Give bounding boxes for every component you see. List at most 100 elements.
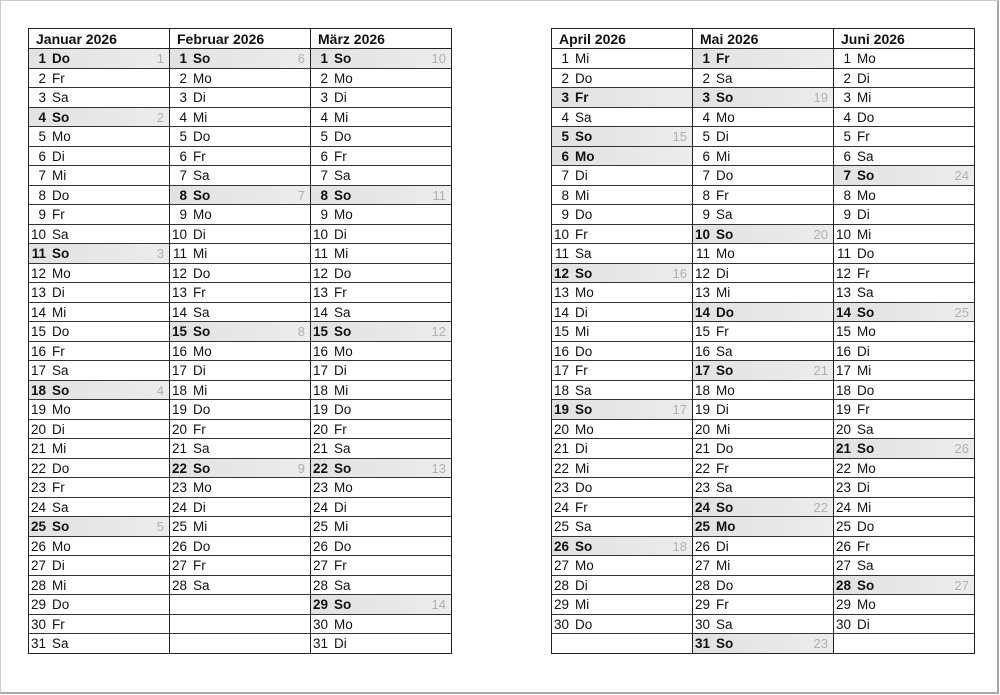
day-row: 27 Mi <box>693 556 833 576</box>
day-number: 21 <box>694 441 710 456</box>
day-row: 6 Fr <box>170 147 310 166</box>
weekday: Di <box>193 90 206 105</box>
day-row: 22 So 9 <box>170 458 310 478</box>
day-row: 27 Fr <box>311 556 451 576</box>
day-number: 28 <box>171 577 187 593</box>
day-row: 11 So 3 <box>29 244 169 264</box>
weekday: Do <box>334 402 352 417</box>
day-row: 28 Sa <box>170 576 310 595</box>
day-number: 28 <box>835 577 851 593</box>
day-number: 1 <box>561 51 569 66</box>
day-number: 24 <box>694 499 710 515</box>
day-number: 10 <box>30 226 46 242</box>
day-number: 10 <box>171 226 187 242</box>
weekday: So <box>857 168 875 183</box>
day-number: 12 <box>30 265 46 281</box>
weekday: Do <box>716 168 734 183</box>
day-number: 18 <box>171 382 187 398</box>
day-number: 20 <box>171 421 187 437</box>
day-row: 18 Do <box>834 381 974 400</box>
day-row: 9 Fr <box>29 205 169 225</box>
day-number: 15 <box>553 324 569 339</box>
day-number: 1 <box>702 51 710 66</box>
empty-row <box>552 634 692 653</box>
day-row: 24 Di <box>170 498 310 517</box>
day-row: 17 Di <box>170 361 310 381</box>
weekday: Mo <box>716 109 735 125</box>
weekday: Mi <box>334 519 349 534</box>
day-row: 22 So 13 <box>311 458 451 478</box>
day-row: 23 Sa <box>693 478 833 498</box>
day-number: 9 <box>702 207 710 222</box>
day-number: 19 <box>835 402 851 417</box>
day-number: 29 <box>30 597 46 612</box>
weekday: Do <box>857 246 875 261</box>
weekday: Di <box>52 148 65 164</box>
day-row: 13 Mo <box>552 283 692 303</box>
day-number: 3 <box>38 90 46 105</box>
day-row: 31 So 23 <box>693 634 833 653</box>
day-row: 6 Mi <box>693 147 833 166</box>
weekday: Do <box>857 382 875 398</box>
weekday: Mo <box>716 246 735 261</box>
day-row: 13 Mi <box>693 283 833 303</box>
day-number: 27 <box>835 558 851 573</box>
weekday: Mo <box>575 285 594 300</box>
day-row: 2 Mo <box>170 69 310 88</box>
weekday: Sa <box>575 382 592 398</box>
day-row: 25 So 5 <box>29 517 169 537</box>
day-row: 25 Mo <box>693 517 833 537</box>
weekday: Mo <box>716 519 736 534</box>
day-number: 5 <box>38 129 46 144</box>
weekday: Do <box>334 265 352 281</box>
empty-row <box>170 615 310 634</box>
day-number: 21 <box>312 441 328 456</box>
day-number: 4 <box>561 109 569 125</box>
weekday: Di <box>575 304 588 320</box>
day-row: 1 Fr <box>693 49 833 69</box>
day-number: 16 <box>835 343 851 359</box>
day-row: 27 Mo <box>552 556 692 576</box>
day-row: 18 Mi <box>170 381 310 400</box>
day-number: 11 <box>313 246 328 261</box>
day-row: 2 Fr <box>29 69 169 88</box>
weekday: Mo <box>334 480 353 495</box>
day-number: 11 <box>172 246 187 261</box>
weekday: So <box>716 90 734 105</box>
weekday: Fr <box>52 616 65 632</box>
day-number: 26 <box>694 538 710 554</box>
week-number: 24 <box>954 168 969 183</box>
day-row: 17 Fr <box>552 361 692 381</box>
weekday: Mi <box>716 285 731 300</box>
weekday: Mo <box>334 70 353 86</box>
day-row: 30 Fr <box>29 615 169 634</box>
weekday: Mi <box>575 460 590 476</box>
day-row: 29 Fr <box>693 595 833 615</box>
day-number: 26 <box>30 538 46 554</box>
day-number: 2 <box>320 70 328 86</box>
day-number: 27 <box>312 558 328 573</box>
day-number: 6 <box>561 148 569 164</box>
day-row: 20 Di <box>29 420 169 439</box>
weekday: Sa <box>334 168 351 183</box>
day-row: 9 Di <box>834 205 974 225</box>
day-row: 8 Mi <box>552 186 692 205</box>
weekday: Sa <box>52 226 69 242</box>
day-row: 20 Sa <box>834 420 974 439</box>
day-row: 26 Mo <box>29 537 169 556</box>
day-row: 15 So 12 <box>311 322 451 342</box>
day-number: 6 <box>843 148 851 164</box>
day-number: 11 <box>695 246 710 261</box>
day-number: 21 <box>835 441 851 456</box>
weekday: Fr <box>575 499 588 515</box>
day-number: 11 <box>554 246 569 261</box>
weekday: Sa <box>716 343 733 359</box>
day-row: 13 Fr <box>170 283 310 303</box>
day-number: 26 <box>553 538 569 554</box>
day-row: 9 Mo <box>170 205 310 225</box>
day-number: 22 <box>30 460 46 476</box>
weekday: Do <box>52 597 70 612</box>
day-row: 15 Mo <box>834 322 974 342</box>
weekday: So <box>575 265 593 281</box>
day-row: 25 Do <box>834 517 974 537</box>
